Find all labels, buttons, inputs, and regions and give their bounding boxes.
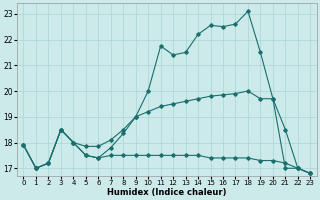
X-axis label: Humidex (Indice chaleur): Humidex (Indice chaleur) (107, 188, 227, 197)
